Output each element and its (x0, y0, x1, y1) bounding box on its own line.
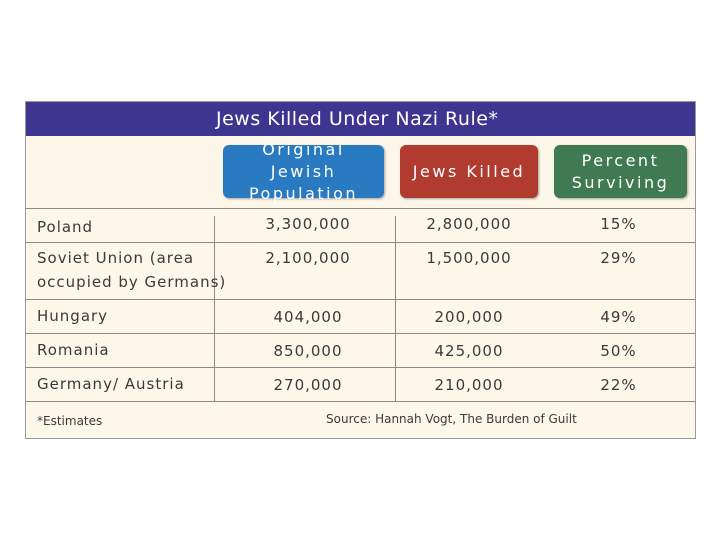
original-population-value: 270,000 (273, 376, 343, 394)
original-population-value: 404,000 (273, 308, 343, 326)
country-name: Soviet Union (area occupied by Germans) (37, 249, 227, 291)
country-name: Germany/ Austria (37, 375, 185, 393)
percent-surviving-value: 49% (600, 308, 637, 326)
percent-surviving-value: 15% (600, 215, 637, 233)
jews-killed-value: 200,000 (434, 308, 504, 326)
percent-surviving-value: 50% (600, 342, 637, 360)
column-divider-left (214, 216, 215, 401)
holocaust-statistics-table: Jews Killed Under Nazi Rule* Original Je… (25, 101, 696, 439)
table-row: Soviet Union (area occupied by Germans) … (26, 242, 695, 299)
country-name: Romania (37, 341, 110, 359)
table-row: Hungary 404,000 200,000 49% (26, 299, 695, 333)
jews-killed-value: 1,500,000 (426, 249, 512, 267)
jews-killed-value: 210,000 (434, 376, 504, 394)
jews-killed-header: Jews Killed (400, 145, 538, 198)
original-population-value: 2,100,000 (265, 249, 351, 267)
column-divider-right (395, 216, 396, 401)
country-name: Hungary (37, 307, 109, 325)
country-name: Poland (37, 218, 94, 236)
table-row: Poland 3,300,000 2,800,000 15% (26, 208, 695, 242)
original-population-value: 3,300,000 (265, 215, 351, 233)
table-row: Germany/ Austria 270,000 210,000 22% (26, 367, 695, 401)
percent-surviving-value: 29% (600, 249, 637, 267)
percent-surviving-value: 22% (600, 376, 637, 394)
column-header-row: Original Jewish Population Jews Killed P… (26, 136, 695, 216)
original-population-value: 850,000 (273, 342, 343, 360)
estimates-footnote: *Estimates (37, 414, 103, 428)
original-population-header: Original Jewish Population (223, 140, 384, 203)
jews-killed-value: 2,800,000 (426, 215, 512, 233)
table-footer: *Estimates Source: Hannah Vogt, The Burd… (26, 401, 695, 439)
source-citation: Source: Hannah Vogt, The Burden of Guilt (326, 412, 577, 426)
table-title: Jews Killed Under Nazi Rule* (26, 102, 695, 136)
table-row: Romania 850,000 425,000 50% (26, 333, 695, 367)
jews-killed-value: 425,000 (434, 342, 504, 360)
percent-surviving-header: Percent Surviving (554, 145, 687, 198)
